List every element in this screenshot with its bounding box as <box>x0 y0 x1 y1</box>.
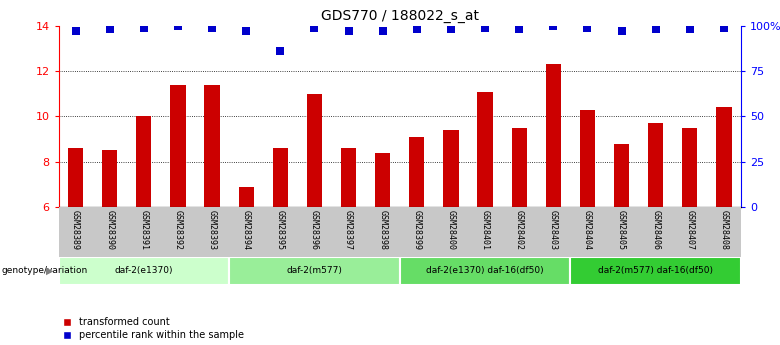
Text: GSM28397: GSM28397 <box>344 209 353 249</box>
Point <box>718 25 730 30</box>
Title: GDS770 / 188022_s_at: GDS770 / 188022_s_at <box>321 9 479 23</box>
Bar <box>239 187 254 207</box>
Point <box>206 25 218 30</box>
Bar <box>648 123 663 207</box>
Text: daf-2(m577): daf-2(m577) <box>286 266 342 275</box>
Point <box>410 27 423 32</box>
Text: ▶: ▶ <box>45 266 53 276</box>
Bar <box>512 128 526 207</box>
Point <box>445 27 457 32</box>
Text: daf-2(m577) daf-16(df50): daf-2(m577) daf-16(df50) <box>598 266 713 275</box>
Text: GSM28398: GSM28398 <box>378 209 387 249</box>
Bar <box>68 148 83 207</box>
Bar <box>570 257 741 285</box>
Point <box>69 29 82 34</box>
Text: GSM28404: GSM28404 <box>583 209 592 249</box>
Text: GSM28401: GSM28401 <box>480 209 490 249</box>
Point <box>650 27 662 32</box>
Bar <box>136 117 151 207</box>
Bar <box>716 107 732 207</box>
Text: GSM28389: GSM28389 <box>71 209 80 249</box>
Text: GSM28390: GSM28390 <box>105 209 114 249</box>
Text: GSM28400: GSM28400 <box>446 209 456 249</box>
Text: GSM28399: GSM28399 <box>413 209 421 249</box>
Bar <box>307 94 322 207</box>
Bar <box>580 110 595 207</box>
Bar <box>204 85 220 207</box>
Point <box>479 25 491 30</box>
Text: GSM28395: GSM28395 <box>276 209 285 249</box>
Bar <box>546 65 561 207</box>
Bar <box>102 150 117 207</box>
Bar <box>375 152 390 207</box>
Bar <box>399 257 570 285</box>
Text: GSM28403: GSM28403 <box>549 209 558 249</box>
Text: GSM28406: GSM28406 <box>651 209 660 249</box>
Text: daf-2(e1370): daf-2(e1370) <box>115 266 173 275</box>
Bar <box>229 257 399 285</box>
Bar <box>170 85 186 207</box>
Legend: transformed count, percentile rank within the sample: transformed count, percentile rank withi… <box>63 317 244 340</box>
Text: daf-2(e1370) daf-16(df50): daf-2(e1370) daf-16(df50) <box>426 266 544 275</box>
Bar <box>410 137 424 207</box>
Point <box>104 27 116 32</box>
Point <box>377 29 389 34</box>
Text: GSM28402: GSM28402 <box>515 209 523 249</box>
Point <box>342 29 355 34</box>
Point <box>137 25 150 30</box>
Text: GSM28408: GSM28408 <box>719 209 729 249</box>
Bar <box>614 144 629 207</box>
Point <box>308 25 321 30</box>
Point <box>513 27 526 32</box>
Text: genotype/variation: genotype/variation <box>2 266 88 275</box>
Text: GSM28391: GSM28391 <box>140 209 148 249</box>
Point <box>683 27 696 32</box>
Point <box>615 29 628 34</box>
Bar <box>273 148 288 207</box>
Point <box>240 29 253 34</box>
Text: GSM28396: GSM28396 <box>310 209 319 249</box>
Bar <box>682 128 697 207</box>
Bar <box>58 257 229 285</box>
Bar <box>477 91 493 207</box>
Point <box>172 23 184 29</box>
Text: GSM28393: GSM28393 <box>207 209 217 249</box>
Text: GSM28407: GSM28407 <box>686 209 694 249</box>
Text: GSM28394: GSM28394 <box>242 209 250 249</box>
Text: GSM28405: GSM28405 <box>617 209 626 249</box>
Text: GSM28392: GSM28392 <box>173 209 183 249</box>
Bar <box>443 130 459 207</box>
Point <box>547 23 559 29</box>
Point <box>274 48 286 54</box>
Point <box>581 25 594 30</box>
Bar <box>341 148 356 207</box>
